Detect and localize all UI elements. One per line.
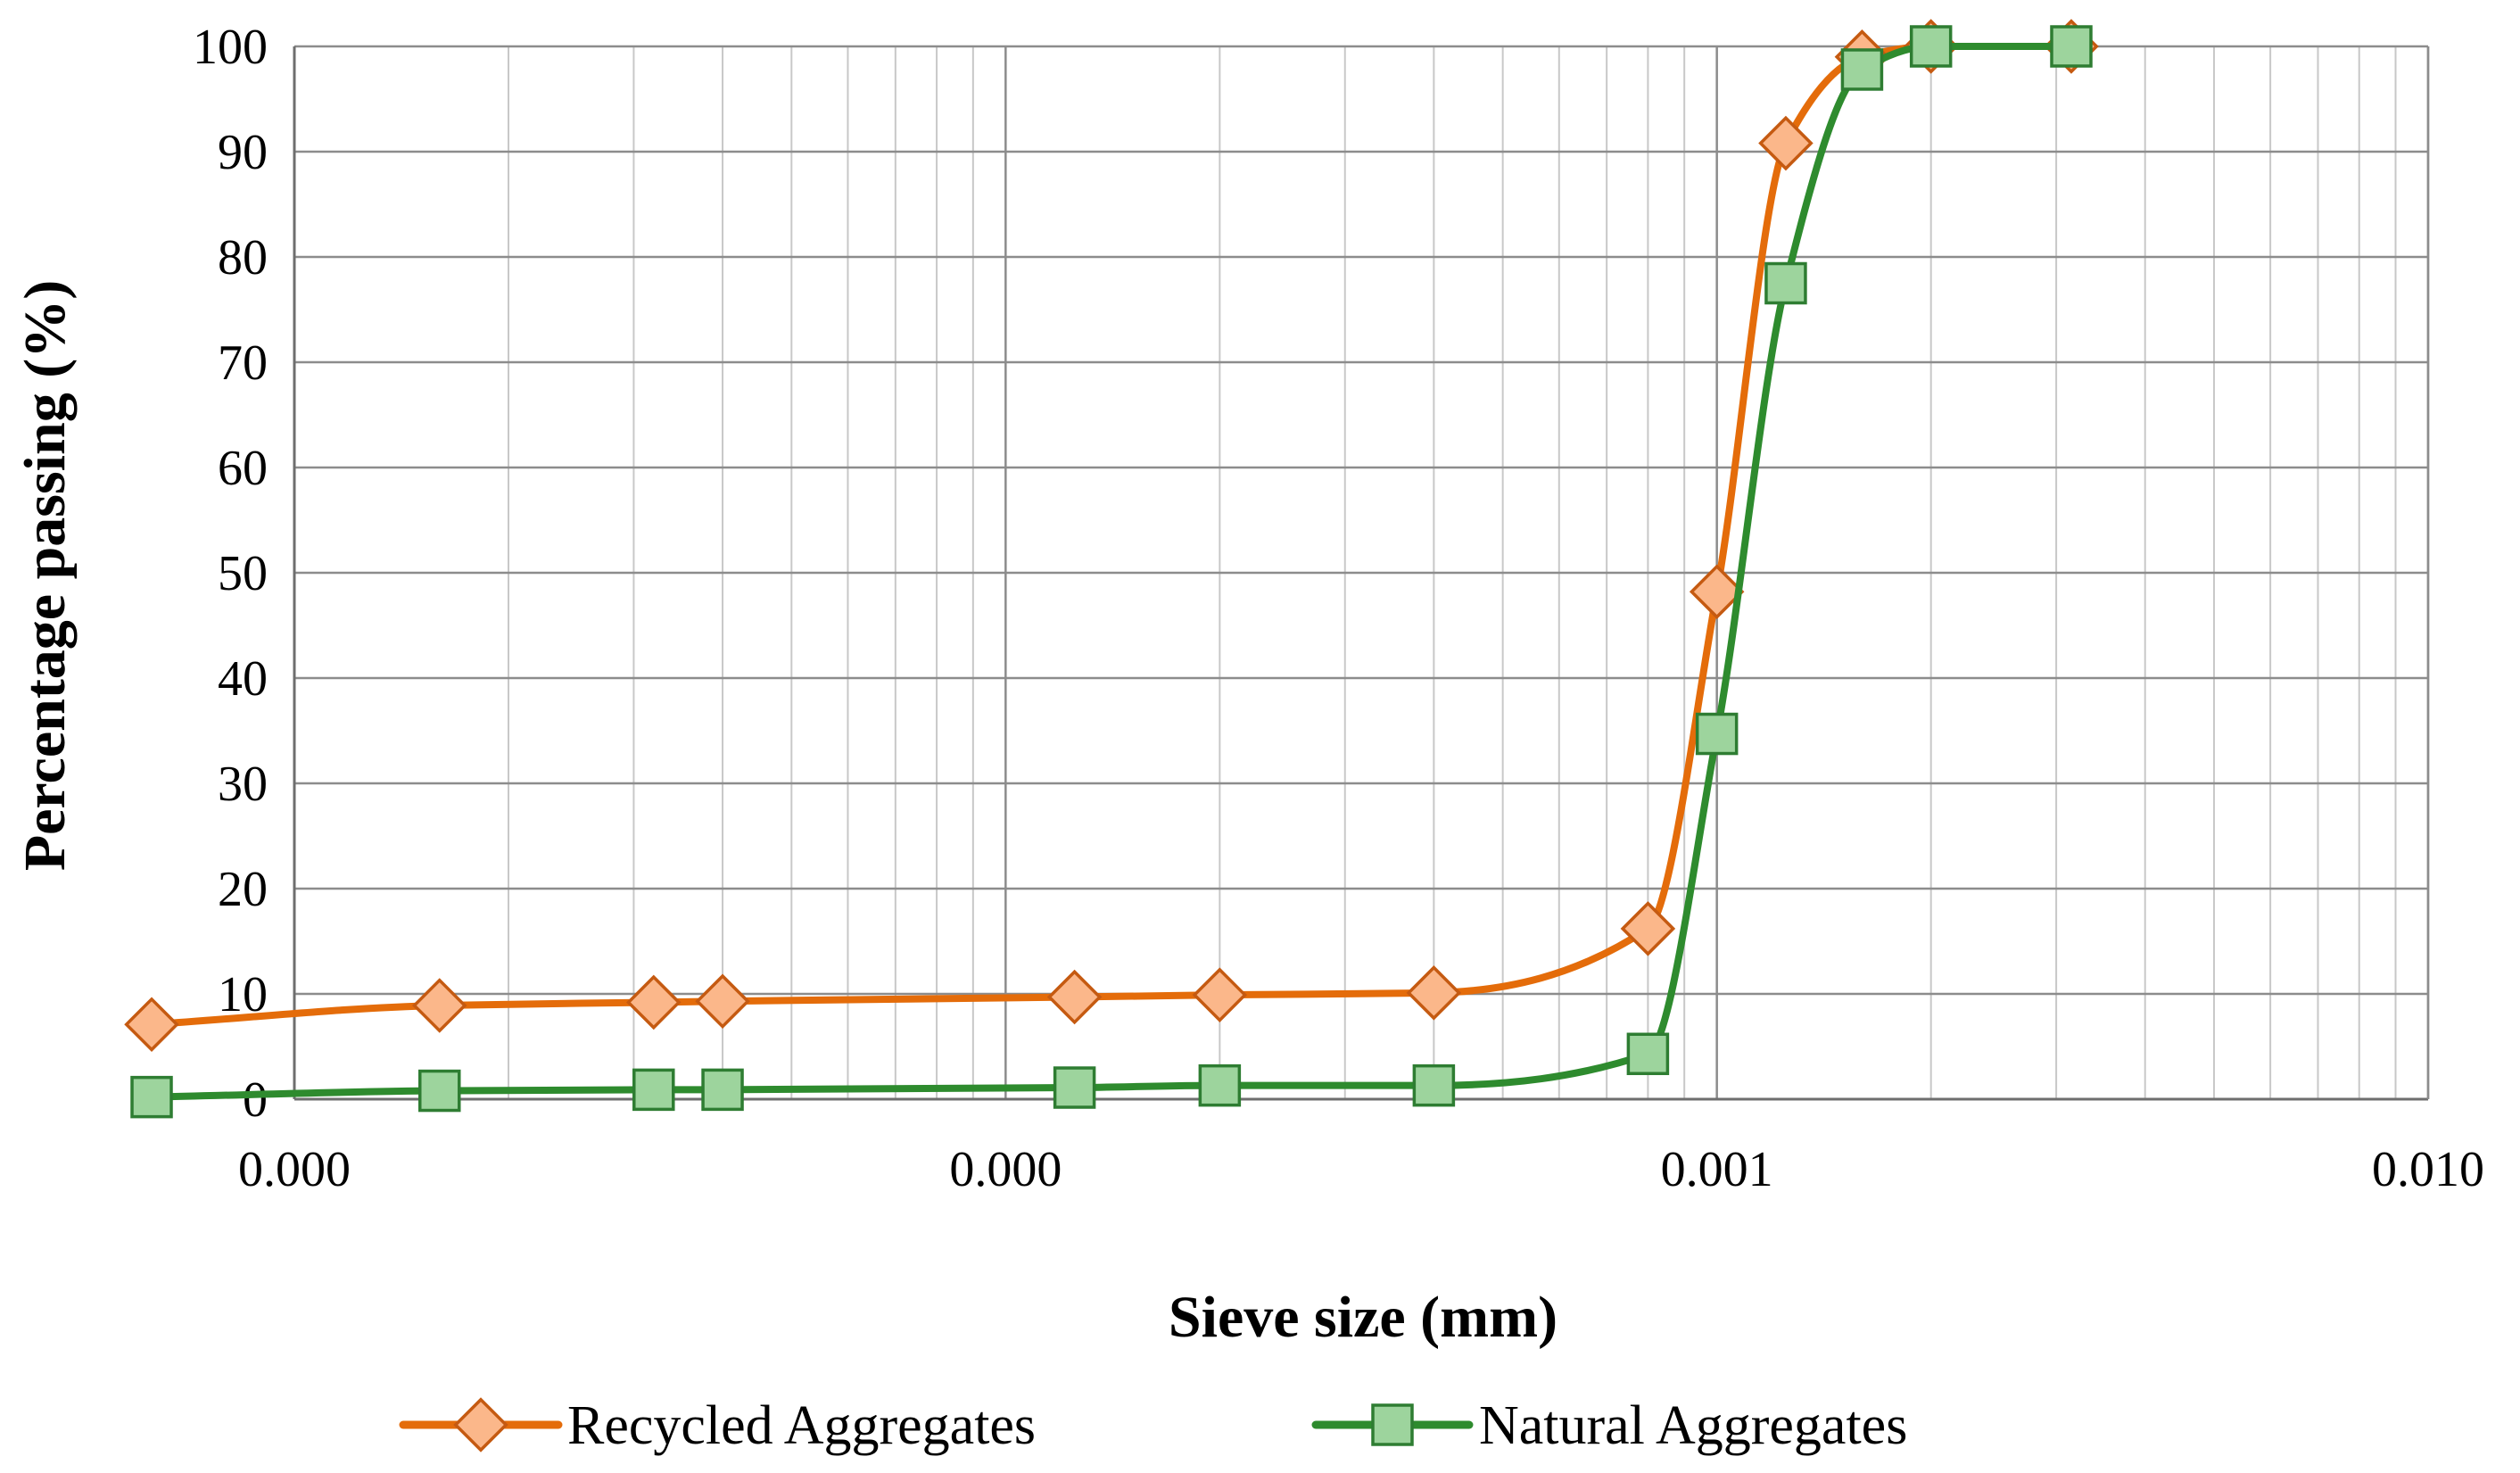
data-point-natural-aggregates xyxy=(701,1068,744,1112)
y-tick-label: 0 xyxy=(243,1072,268,1128)
data-point-recycled-aggregates xyxy=(626,974,682,1030)
legend-item-recycled: Recycled Aggregates xyxy=(399,1395,1036,1456)
data-point-recycled-aggregates xyxy=(1192,967,1248,1022)
x-tick-label: 0.000 xyxy=(238,1142,351,1197)
y-tick-label: 40 xyxy=(218,651,268,707)
data-point-recycled-aggregates xyxy=(1758,115,1814,171)
y-tick-label: 90 xyxy=(218,125,268,180)
data-point-recycled-aggregates xyxy=(1406,965,1462,1021)
x-axis-title: Sieve size (mm) xyxy=(1169,1285,1557,1350)
legend-label-recycled: Recycled Aggregates xyxy=(567,1395,1036,1456)
legend-swatch-recycled-marker xyxy=(453,1397,508,1452)
data-point-natural-aggregates xyxy=(418,1069,461,1113)
data-point-recycled-aggregates xyxy=(695,973,750,1030)
x-tick-label: 0.000 xyxy=(949,1142,1062,1197)
data-point-natural-aggregates xyxy=(632,1068,675,1112)
x-tick-labels: 0.000 0.000 0.001 0.010 xyxy=(238,1142,2484,1197)
x-tick-label: 0.010 xyxy=(2372,1142,2484,1197)
data-point-recycled-aggregates xyxy=(124,997,179,1052)
y-tick-label: 60 xyxy=(218,441,268,496)
series-line-recycled-aggregates xyxy=(148,42,2075,1029)
data-point-natural-aggregates xyxy=(1695,712,1739,756)
data-point-natural-aggregates xyxy=(1840,48,1884,91)
y-tick-label: 30 xyxy=(218,757,268,812)
legend: Recycled Aggregates Natural Aggregates xyxy=(399,1395,1907,1456)
legend-item-natural: Natural Aggregates xyxy=(1311,1395,1907,1456)
data-point-natural-aggregates xyxy=(1909,25,1953,68)
y-tick-label: 20 xyxy=(218,862,268,917)
y-axis-title: Percentage passing (%) xyxy=(12,280,78,871)
y-tick-label: 80 xyxy=(218,230,268,285)
legend-swatch-natural-marker xyxy=(1371,1403,1414,1446)
data-point-recycled-aggregates xyxy=(1689,564,1745,619)
x-tick-label: 0.001 xyxy=(1661,1142,1773,1197)
data-point-natural-aggregates xyxy=(1626,1032,1670,1076)
series-layer xyxy=(124,19,2099,1119)
data-point-natural-aggregates xyxy=(1412,1063,1456,1107)
data-point-natural-aggregates xyxy=(2050,25,2093,68)
data-point-recycled-aggregates xyxy=(411,978,467,1033)
y-tick-label: 50 xyxy=(218,546,268,601)
data-point-recycled-aggregates xyxy=(1620,901,1676,956)
legend-label-natural: Natural Aggregates xyxy=(1479,1395,1907,1456)
data-point-natural-aggregates xyxy=(1764,261,1807,305)
data-point-natural-aggregates xyxy=(1053,1066,1096,1109)
grid-major xyxy=(293,45,2430,1101)
y-tick-label: 70 xyxy=(218,335,268,391)
y-tick-label: 100 xyxy=(193,20,268,75)
data-point-natural-aggregates xyxy=(1198,1063,1242,1107)
data-point-natural-aggregates xyxy=(130,1075,173,1119)
data-point-recycled-aggregates xyxy=(1046,969,1103,1025)
